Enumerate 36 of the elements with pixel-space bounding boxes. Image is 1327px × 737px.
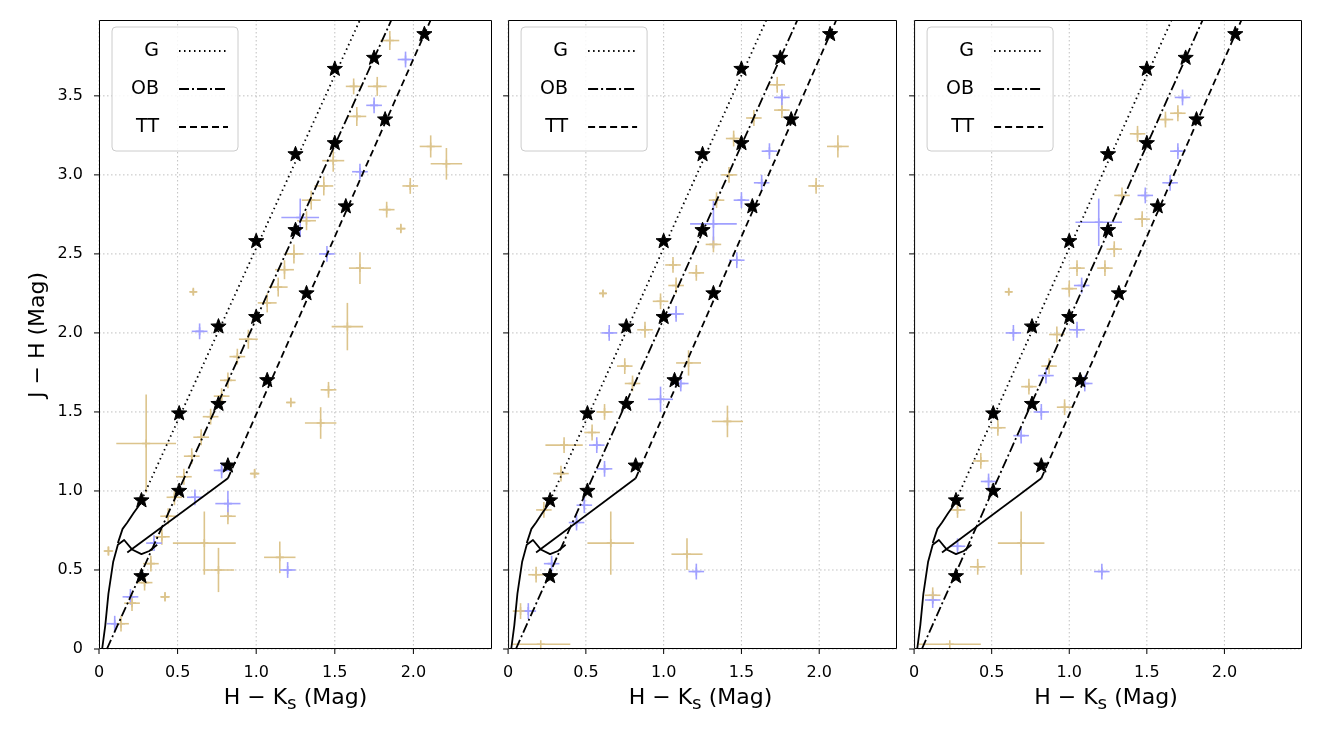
- x-tick-label: 2.0: [400, 661, 427, 681]
- legend-label: G: [553, 37, 569, 60]
- x-axis-title: H − K$_{s}$ (Mag): [628, 684, 773, 714]
- x-tick-label: 1.5: [728, 661, 755, 681]
- x-tick-label: 0: [93, 661, 105, 681]
- legend-label: G: [959, 37, 975, 60]
- y-tick-label: 0.5: [57, 559, 83, 579]
- legend-label: TT: [135, 113, 160, 136]
- legend-label: OB: [946, 75, 975, 98]
- legend-label: TT: [544, 113, 569, 136]
- x-tick-label: 2.0: [806, 661, 832, 681]
- x-tick-label: 0.5: [573, 661, 599, 681]
- y-tick-label: 1.0: [57, 480, 83, 500]
- x-tick-label: 0: [909, 661, 920, 681]
- x-tick-label: 0.5: [978, 661, 1005, 681]
- y-tick-label: 2.5: [57, 243, 83, 263]
- y-axis-title: J − H (Mag): [23, 271, 49, 399]
- x-tick-label: 0.5: [164, 661, 191, 681]
- y-tick-label: 3.0: [57, 164, 83, 184]
- x-tick-label: 2.0: [1211, 661, 1238, 681]
- legend-label: OB: [131, 75, 159, 98]
- x-tick-label: 1.5: [322, 661, 348, 681]
- x-tick-label: 1.5: [1134, 661, 1160, 681]
- x-tick-label: 0: [503, 661, 514, 681]
- y-tick-label: 2.0: [57, 322, 83, 342]
- y-tick-label: 3.5: [57, 85, 83, 105]
- x-axis-title: H − K$_{s}$ (Mag): [1034, 684, 1178, 714]
- x-tick-label: 1.0: [243, 661, 269, 681]
- legend-label: TT: [950, 113, 975, 136]
- x-tick-label: 1.0: [1056, 661, 1082, 681]
- legend-label: OB: [540, 75, 569, 98]
- y-tick-label: 0: [72, 638, 83, 658]
- legend-label: G: [144, 37, 159, 60]
- x-axis-title: H − K$_{s}$ (Mag): [223, 684, 368, 714]
- x-tick-label: 1.0: [650, 661, 677, 681]
- y-tick-label: 1.5: [57, 401, 83, 421]
